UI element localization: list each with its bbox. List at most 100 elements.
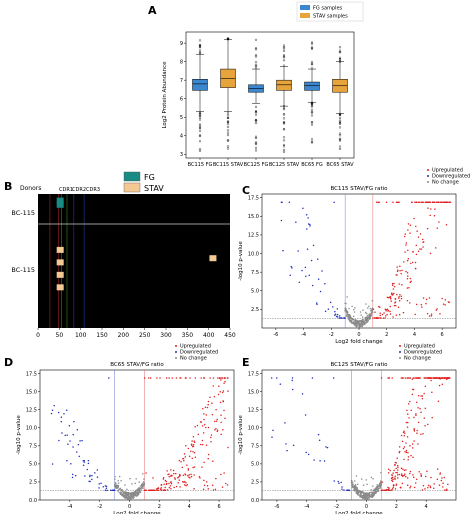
outlier-point <box>198 113 202 116</box>
upregulated-point <box>406 278 409 280</box>
no-change-point <box>360 314 362 316</box>
upregulated-point <box>181 480 184 483</box>
no-change-point <box>138 481 140 483</box>
outlier-point <box>282 59 286 62</box>
upregulated-point <box>162 489 165 491</box>
upregulated-point <box>442 482 444 484</box>
upregulated-point <box>414 267 417 270</box>
upregulated-point <box>175 485 178 488</box>
outlier-point <box>226 121 230 124</box>
upregulated-point <box>155 489 157 491</box>
upregulated-point <box>212 489 215 491</box>
upregulated-point <box>393 469 395 472</box>
downregulated-point <box>104 489 107 491</box>
upregulated-point <box>416 429 418 432</box>
upregulated-point <box>396 293 398 296</box>
upregulated-point <box>400 434 403 437</box>
upregulated-point <box>409 487 411 489</box>
upregulated-point <box>396 471 398 474</box>
downregulated-point <box>329 301 332 304</box>
upregulated-point <box>415 303 418 306</box>
no-change-point <box>362 492 365 495</box>
no-change-point <box>115 483 117 485</box>
upregulated-point <box>431 391 433 393</box>
downregulated-point <box>336 313 339 316</box>
downregulated-point <box>88 480 90 483</box>
heatmap-cell <box>56 197 64 204</box>
y-tick-label: 4 <box>180 134 183 140</box>
upregulated-point <box>430 379 432 382</box>
upregulated-point <box>385 315 387 317</box>
upregulated-point <box>405 451 408 453</box>
no-change-point <box>372 489 375 492</box>
legend-marker <box>399 351 401 353</box>
y-axis-label: -log10 p-value <box>16 415 22 455</box>
downregulated-point <box>96 469 99 471</box>
upregulated-point <box>163 483 165 485</box>
upregulated-point <box>384 308 387 311</box>
outlier-point <box>338 121 342 125</box>
panel-b-region-lines <box>49 194 85 328</box>
upregulated-point <box>386 308 389 310</box>
upregulated-point <box>412 388 414 391</box>
outlier-point <box>338 147 342 151</box>
upregulated-point <box>402 468 404 470</box>
x-tick-label: BC65 STAV <box>326 162 354 168</box>
panel-letter-e: E <box>242 356 250 369</box>
downregulated-point <box>72 446 74 448</box>
legend-marker <box>427 169 429 171</box>
downregulated-point <box>70 462 72 465</box>
y-tick-label: 12.5 <box>248 233 259 239</box>
y-tick-label: 10.0 <box>26 426 37 432</box>
no-change-point <box>358 494 361 496</box>
upregulated-point <box>170 482 173 485</box>
no-change-point <box>365 479 367 481</box>
upregulated-point <box>193 466 196 468</box>
upregulated-point <box>206 406 209 409</box>
no-change-point <box>358 326 361 328</box>
upregulated-point <box>406 259 409 262</box>
upregulated-point <box>162 478 165 480</box>
outlier-point <box>198 39 202 42</box>
downregulated-point <box>325 446 327 448</box>
no-change-point <box>368 495 371 498</box>
y-tick-label: 10.0 <box>248 426 259 432</box>
outlier-point <box>198 46 202 49</box>
fg-legend-swatch-b <box>123 171 141 182</box>
upregulated-point <box>168 486 171 489</box>
row-label-1: BC-115 <box>11 209 35 217</box>
legend-marker <box>175 357 177 359</box>
upregulated-point <box>426 312 429 315</box>
upregulated-point <box>426 470 428 473</box>
downregulated-point <box>308 274 310 276</box>
upregulated-point <box>391 377 393 379</box>
outlier-point <box>338 50 342 54</box>
upregulated-point <box>444 299 447 301</box>
no-change-point <box>360 323 362 326</box>
x-tick-label: 2 <box>395 504 398 510</box>
outlier-point <box>198 134 202 138</box>
outlier-point <box>310 101 314 104</box>
outlier-point <box>226 129 230 132</box>
upregulated-point <box>424 475 427 478</box>
upregulated-point <box>413 416 415 419</box>
no-change-point <box>350 479 353 482</box>
upregulated-point <box>387 488 390 491</box>
upregulated-point <box>170 475 172 477</box>
downregulated-point <box>87 459 90 462</box>
volcano-points <box>50 377 229 500</box>
upregulated-point <box>404 251 406 253</box>
outlier-point <box>254 54 258 57</box>
no-change-point <box>128 493 130 496</box>
upregulated-point <box>425 302 427 305</box>
downregulated-point <box>317 433 320 436</box>
upregulated-point <box>412 447 414 449</box>
upregulated-point <box>417 394 420 397</box>
upregulated-point <box>419 407 421 410</box>
no-change-point <box>370 311 373 314</box>
outlier-point <box>310 102 314 105</box>
volcano-frame <box>39 369 235 501</box>
no-change-point <box>370 309 373 311</box>
downregulated-point <box>291 377 294 379</box>
upregulated-point <box>173 472 175 475</box>
